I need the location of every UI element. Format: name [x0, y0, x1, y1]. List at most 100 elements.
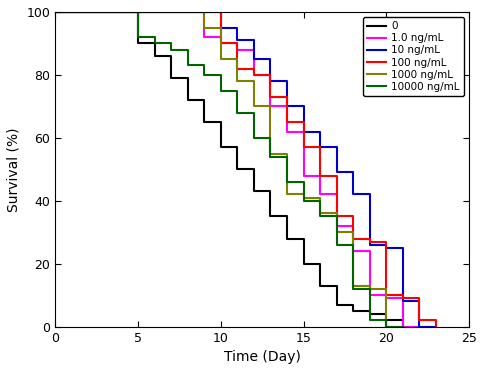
1.0 ng/mL — [350, 224, 356, 228]
10000 ng/mL — [151, 35, 157, 39]
1.0 ng/mL — [234, 41, 240, 46]
1000 ng/mL — [317, 211, 323, 216]
10000 ng/mL — [334, 243, 340, 247]
Line: 1000 ng/mL: 1000 ng/mL — [55, 12, 403, 326]
0 — [185, 98, 191, 102]
1000 ng/mL — [317, 196, 323, 200]
1.0 ng/mL — [400, 296, 406, 301]
0 — [334, 302, 340, 307]
1.0 ng/mL — [218, 41, 224, 46]
10 ng/mL — [251, 38, 257, 43]
10 ng/mL — [367, 243, 373, 247]
1000 ng/mL — [383, 287, 389, 291]
10 ng/mL — [201, 10, 207, 14]
10 ng/mL — [367, 192, 373, 197]
1.0 ng/mL — [251, 73, 257, 77]
0 — [234, 145, 240, 150]
0 — [151, 54, 157, 58]
Line: 0: 0 — [55, 12, 403, 326]
1000 ng/mL — [400, 324, 406, 329]
10000 ng/mL — [383, 324, 389, 329]
1.0 ng/mL — [52, 10, 58, 14]
10000 ng/mL — [367, 287, 373, 291]
1000 ng/mL — [268, 151, 273, 156]
Legend: 0, 1.0 ng/mL, 10 ng/mL, 100 ng/mL, 1000 ng/mL, 10000 ng/mL: 0, 1.0 ng/mL, 10 ng/mL, 100 ng/mL, 1000 … — [363, 17, 464, 96]
10000 ng/mL — [218, 73, 224, 77]
1000 ng/mL — [268, 104, 273, 109]
1000 ng/mL — [234, 79, 240, 83]
1.0 ng/mL — [417, 324, 423, 329]
1000 ng/mL — [301, 192, 306, 197]
100 ng/mL — [268, 95, 273, 99]
1.0 ng/mL — [383, 296, 389, 301]
10 ng/mL — [400, 299, 406, 304]
10000 ng/mL — [151, 41, 157, 46]
10 ng/mL — [350, 192, 356, 197]
1000 ng/mL — [400, 324, 406, 329]
10000 ng/mL — [284, 154, 290, 159]
100 ng/mL — [317, 173, 323, 178]
100 ng/mL — [251, 73, 257, 77]
1.0 ng/mL — [350, 249, 356, 253]
10000 ng/mL — [268, 154, 273, 159]
1000 ng/mL — [52, 10, 58, 14]
Line: 10 ng/mL: 10 ng/mL — [55, 12, 436, 326]
Y-axis label: Survival (%): Survival (%) — [7, 127, 21, 211]
100 ng/mL — [433, 324, 439, 329]
1000 ng/mL — [201, 10, 207, 14]
100 ng/mL — [284, 95, 290, 99]
10 ng/mL — [433, 324, 439, 329]
10000 ng/mL — [135, 10, 141, 14]
10 ng/mL — [317, 129, 323, 134]
100 ng/mL — [350, 236, 356, 241]
0 — [251, 167, 257, 171]
100 ng/mL — [400, 293, 406, 298]
0 — [367, 312, 373, 316]
1.0 ng/mL — [301, 129, 306, 134]
10000 ng/mL — [383, 318, 389, 322]
0 — [350, 302, 356, 307]
1000 ng/mL — [218, 26, 224, 30]
1000 ng/mL — [185, 10, 191, 14]
0 — [251, 189, 257, 194]
0 — [185, 76, 191, 80]
10000 ng/mL — [185, 63, 191, 68]
100 ng/mL — [284, 120, 290, 124]
100 ng/mL — [334, 214, 340, 219]
1.0 ng/mL — [268, 104, 273, 109]
10000 ng/mL — [317, 214, 323, 219]
100 ng/mL — [218, 10, 224, 14]
0 — [367, 309, 373, 313]
100 ng/mL — [52, 10, 58, 14]
10 ng/mL — [417, 299, 423, 304]
1.0 ng/mL — [201, 10, 207, 14]
10 ng/mL — [433, 324, 439, 329]
100 ng/mL — [218, 41, 224, 46]
0 — [334, 283, 340, 288]
Line: 1.0 ng/mL: 1.0 ng/mL — [55, 12, 420, 326]
10000 ng/mL — [317, 198, 323, 203]
1.0 ng/mL — [218, 35, 224, 39]
10 ng/mL — [234, 38, 240, 43]
Line: 10000 ng/mL: 10000 ng/mL — [55, 12, 403, 326]
10000 ng/mL — [185, 47, 191, 52]
100 ng/mL — [350, 214, 356, 219]
Line: 100 ng/mL: 100 ng/mL — [55, 12, 436, 326]
10 ng/mL — [301, 104, 306, 109]
10000 ng/mL — [201, 63, 207, 68]
100 ng/mL — [367, 239, 373, 244]
1000 ng/mL — [334, 211, 340, 216]
0 — [301, 236, 306, 241]
10000 ng/mL — [301, 180, 306, 184]
10 ng/mL — [52, 10, 58, 14]
10 ng/mL — [234, 26, 240, 30]
10 ng/mL — [383, 243, 389, 247]
0 — [268, 189, 273, 194]
10000 ng/mL — [251, 135, 257, 140]
10000 ng/mL — [168, 41, 174, 46]
1000 ng/mL — [284, 151, 290, 156]
0 — [284, 214, 290, 219]
10000 ng/mL — [218, 88, 224, 93]
0 — [218, 145, 224, 150]
1.0 ng/mL — [185, 10, 191, 14]
